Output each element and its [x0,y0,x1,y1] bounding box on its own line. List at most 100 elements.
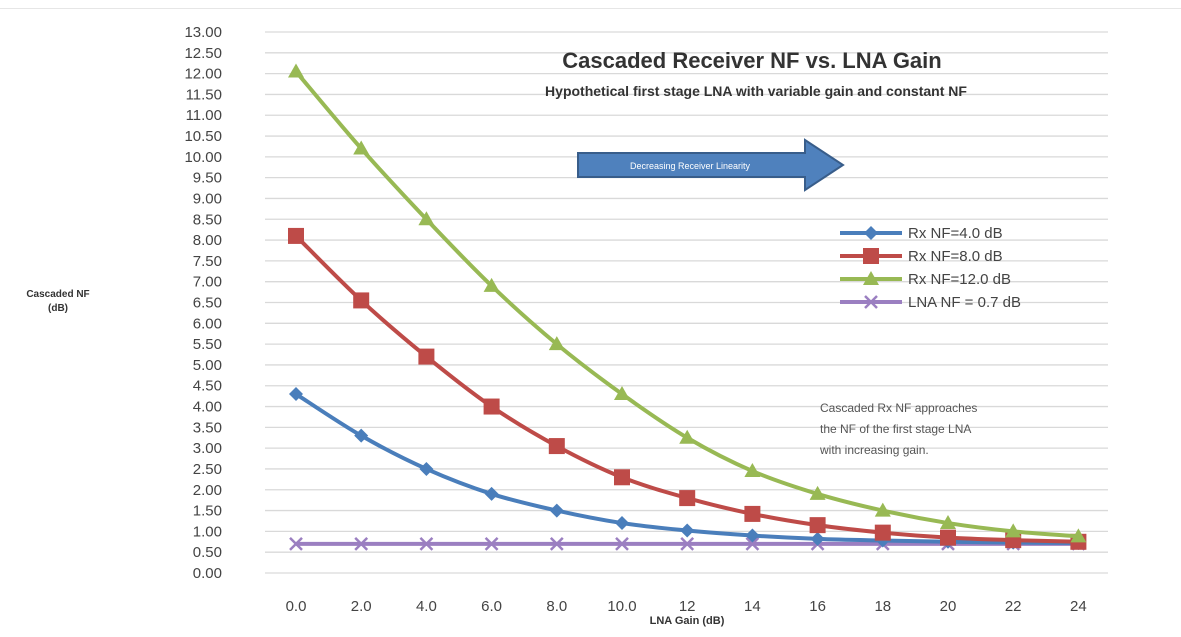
annotation-line: Cascaded Rx NF approaches [820,401,977,415]
data-point [1005,523,1022,538]
y-tick-label: 1.50 [193,503,222,520]
data-point [418,348,435,365]
y-tick-label: 6.00 [193,315,222,332]
data-point [1070,528,1087,543]
arrow-label: Decreasing Receiver Linearity [630,161,751,171]
y-tick-label: 7.00 [193,274,222,291]
data-point [549,503,564,518]
data-point [874,524,891,541]
data-point [614,469,630,486]
x-axis-label: LNA Gain (dB) [650,615,725,627]
y-axis-label-line1: Cascaded NF [26,289,89,300]
arrow-shape [577,138,845,192]
data-point [288,63,304,78]
y-tick-label: 3.00 [193,440,222,457]
y-tick-label: 11.50 [186,86,222,103]
y-tick-label: 0.00 [193,565,222,582]
legend-marker [864,226,878,240]
y-tick-label: 10.50 [184,128,222,145]
legend-label: Rx NF=4.0 dB [908,225,1003,242]
x-tick-label: 14 [744,598,761,615]
data-point [679,490,696,507]
chart-subtitle: Hypothetical first stage LNA with variab… [545,83,967,99]
y-tick-label: 7.50 [193,253,222,270]
legend-marker [863,248,879,264]
series-square [288,227,1087,550]
data-point [483,398,500,415]
y-tick-label: 8.50 [193,211,222,228]
legend-marker [864,295,878,309]
data-point [809,485,826,500]
data-point [614,386,630,401]
data-point [745,528,760,543]
x-tick-label: 16 [809,598,826,615]
data-point [288,227,304,244]
x-tick-label: 4.0 [416,598,437,615]
data-point [744,505,761,522]
data-point [940,529,956,546]
data-point [483,277,500,292]
y-tick-labels: 0.00 0.50 1.00 1.50 2.00 2.50 3.00 3.50 4.00 4.50… [184,24,222,582]
data-point [940,515,956,530]
data-point [549,536,564,551]
y-tick-label: 2.00 [193,482,222,499]
data-point [548,438,565,455]
legend-entry: Rx NF=8.0 dB [840,248,1003,265]
y-tick-label: 11.00 [186,107,222,124]
data-point [353,140,370,155]
data-point [680,523,695,538]
x-tick-label: 8.0 [546,598,567,615]
data-point [484,536,499,551]
y-tick-label: 4.50 [193,378,222,395]
y-tick-label: 9.50 [193,170,222,187]
y-tick-label: 5.50 [193,336,222,353]
linearity-arrow: Decreasing Receiver Linearity [577,138,845,192]
x-tick-labels: 0.0 2.0 4.0 6.0 8.0 10.0 12 14 16 18 20 22 24 [286,598,1087,615]
data-point [745,536,760,551]
data-point [289,387,303,402]
y-tick-label: 6.50 [193,295,222,312]
data-point [419,536,434,551]
x-tick-label: 6.0 [481,598,502,615]
legend: Rx NF=4.0 dB Rx NF=8.0 dB Rx NF=12.0 dB LNA… [840,225,1021,311]
y-axis-label-line2: (dB) [48,303,68,314]
legend-entry: LNA NF = 0.7 dB [840,294,1021,311]
data-point [809,517,826,534]
data-point [418,211,435,226]
data-series [288,63,1087,551]
data-point [680,536,695,551]
y-tick-label: 0.50 [193,544,222,561]
legend-entry: Rx NF=12.0 dB [840,271,1011,288]
data-point [484,486,499,501]
y-tick-label: 3.50 [193,419,222,436]
top-rule [0,8,1181,9]
data-point [548,336,565,351]
y-tick-label: 1.00 [193,523,222,540]
legend-label: LNA NF = 0.7 dB [908,294,1021,311]
x-tick-label: 24 [1070,598,1087,615]
annotation-line: the NF of the first stage LNA [820,422,971,436]
data-point [419,461,434,476]
data-point [874,502,891,517]
x-tick-label: 12 [679,598,696,615]
x-tick-label: 20 [940,598,957,615]
y-tick-label: 13.00 [184,24,222,41]
grid-lines [265,31,1108,574]
y-tick-label: 9.00 [193,190,222,207]
chart-title: Cascaded Receiver NF vs. LNA Gain [562,48,941,73]
y-tick-label: 10.00 [184,149,222,166]
data-point [615,536,629,551]
y-tick-label: 2.50 [193,461,222,478]
y-tick-label: 8.00 [193,232,222,249]
data-point [353,292,370,309]
y-tick-label: 5.00 [193,357,222,374]
y-tick-label: 12.50 [184,45,222,62]
y-tick-label: 12.00 [184,66,222,83]
legend-entry: Rx NF=4.0 dB [840,225,1003,242]
x-tick-label: 2.0 [351,598,372,615]
legend-label: Rx NF=12.0 dB [908,271,1011,288]
data-point [354,428,369,443]
series-triangle [288,63,1087,543]
x-tick-label: 0.0 [286,598,307,615]
